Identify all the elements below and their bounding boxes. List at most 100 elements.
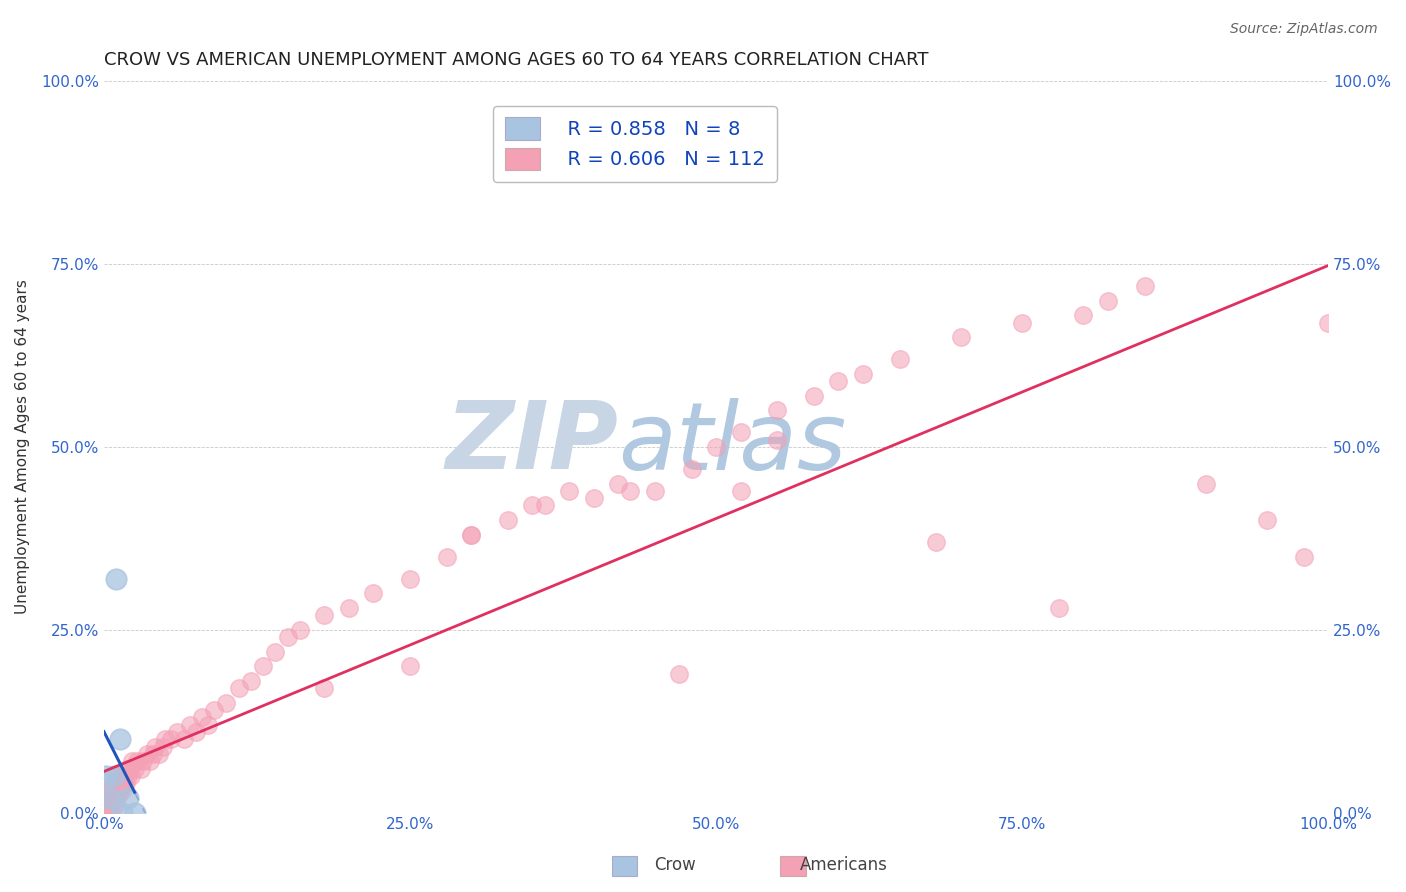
Point	[142, 747, 165, 761]
Point	[98, 798, 121, 813]
Point	[107, 769, 129, 783]
Point	[98, 805, 121, 820]
Point	[121, 755, 143, 769]
Point	[264, 645, 287, 659]
Point	[361, 586, 384, 600]
Point	[288, 623, 311, 637]
Point	[766, 403, 789, 417]
Point	[730, 483, 752, 498]
Point	[103, 776, 125, 790]
Point	[496, 513, 519, 527]
Point	[314, 608, 336, 623]
Point	[93, 798, 115, 813]
Point	[115, 762, 138, 776]
Point	[558, 483, 581, 498]
Point	[107, 776, 129, 790]
Point	[120, 769, 142, 783]
Point	[98, 783, 121, 797]
Point	[1011, 316, 1033, 330]
Point	[104, 783, 127, 797]
Point	[124, 762, 146, 776]
Point	[533, 499, 555, 513]
Point	[107, 783, 129, 797]
Point	[96, 805, 118, 820]
Point	[93, 783, 115, 797]
Point	[277, 630, 299, 644]
Point	[337, 600, 360, 615]
Point	[100, 798, 122, 813]
Point	[97, 783, 120, 797]
Text: atlas: atlas	[619, 398, 846, 489]
Point	[97, 791, 120, 805]
Point	[619, 483, 641, 498]
Point	[153, 732, 176, 747]
Point	[118, 762, 141, 776]
Point	[107, 791, 129, 805]
Point	[115, 776, 138, 790]
Y-axis label: Unemployment Among Ages 60 to 64 years: Unemployment Among Ages 60 to 64 years	[15, 279, 30, 615]
Point	[668, 666, 690, 681]
Point	[100, 791, 122, 805]
Point	[108, 783, 131, 797]
Point	[252, 659, 274, 673]
Point	[105, 572, 128, 586]
Point	[97, 791, 120, 805]
Text: Crow: Crow	[654, 856, 696, 874]
Point	[889, 352, 911, 367]
Point	[101, 791, 124, 805]
Point	[111, 769, 134, 783]
Text: ZIP: ZIP	[446, 397, 619, 490]
Point	[202, 703, 225, 717]
Point	[103, 798, 125, 813]
Point	[125, 755, 148, 769]
Point	[1317, 316, 1340, 330]
Point	[1133, 279, 1156, 293]
Point	[766, 433, 789, 447]
Point	[97, 805, 120, 820]
Point	[197, 718, 219, 732]
Point	[105, 798, 128, 813]
Point	[132, 755, 155, 769]
Point	[111, 783, 134, 797]
Point	[1256, 513, 1278, 527]
Text: CROW VS AMERICAN UNEMPLOYMENT AMONG AGES 60 TO 64 YEARS CORRELATION CHART: CROW VS AMERICAN UNEMPLOYMENT AMONG AGES…	[104, 51, 928, 69]
Point	[108, 769, 131, 783]
Point	[704, 440, 727, 454]
Point	[1195, 476, 1218, 491]
Point	[104, 791, 127, 805]
Point	[827, 374, 849, 388]
Point	[460, 527, 482, 541]
Point	[191, 710, 214, 724]
Point	[681, 462, 703, 476]
Point	[96, 791, 118, 805]
Point	[117, 791, 139, 805]
Point	[644, 483, 666, 498]
Point	[166, 725, 188, 739]
Point	[94, 798, 117, 813]
Point	[96, 769, 118, 783]
Point	[124, 805, 146, 820]
Point	[135, 747, 157, 761]
Point	[1047, 600, 1070, 615]
Point	[105, 776, 128, 790]
Point	[522, 499, 544, 513]
Point	[949, 330, 972, 344]
Point	[173, 732, 195, 747]
Point	[111, 805, 134, 820]
Point	[114, 769, 136, 783]
Point	[103, 791, 125, 805]
Point	[436, 549, 458, 564]
Point	[582, 491, 605, 505]
Point	[96, 798, 118, 813]
Point	[179, 718, 201, 732]
Point	[103, 769, 125, 783]
Point	[460, 527, 482, 541]
Point	[314, 681, 336, 696]
Point	[145, 739, 167, 754]
Text: Source: ZipAtlas.com: Source: ZipAtlas.com	[1230, 22, 1378, 37]
Point	[925, 535, 948, 549]
Point	[803, 389, 825, 403]
Point	[98, 791, 121, 805]
Point	[100, 783, 122, 797]
Point	[228, 681, 250, 696]
